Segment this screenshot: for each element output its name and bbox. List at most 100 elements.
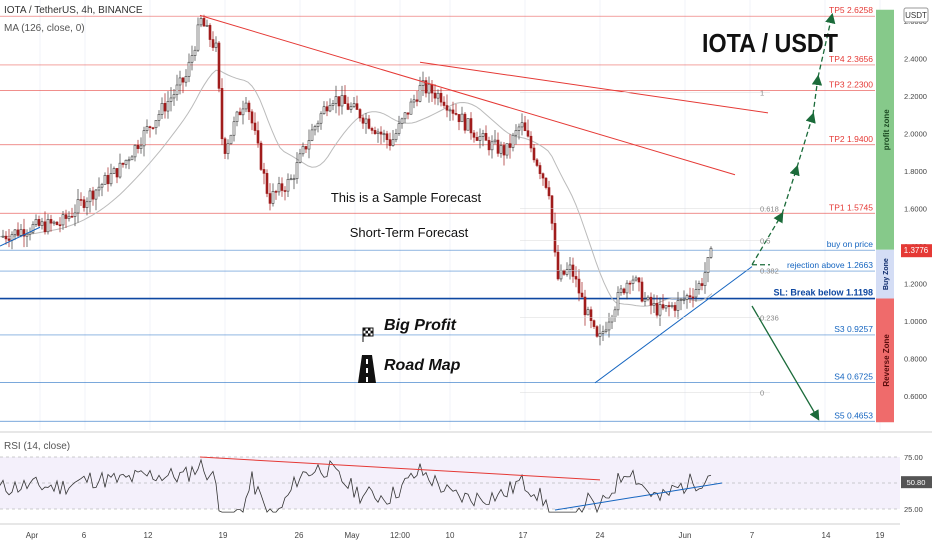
resistance-trendline — [199, 14, 736, 176]
candle-body — [589, 309, 593, 321]
candle-body — [175, 84, 179, 95]
candle-body — [148, 126, 152, 128]
price-axis[interactable]: 2.60002.40002.20002.00001.80001.60001.40… — [904, 17, 927, 401]
candle-body — [397, 123, 401, 134]
candle-body — [280, 183, 284, 191]
candle-body — [607, 321, 611, 331]
candle-body — [307, 140, 311, 150]
price-level-label: S5 0.4653 — [834, 410, 873, 420]
candle-body — [583, 296, 587, 316]
rsi-title: RSI (14, close) — [4, 441, 70, 452]
price-tick-label: 1.8000 — [904, 167, 927, 176]
candle-body — [142, 130, 146, 147]
candle-body — [268, 193, 272, 204]
candle-body — [232, 121, 236, 136]
candle-body — [556, 251, 560, 280]
time-tick-label: Apr — [26, 531, 39, 540]
reverse-zone-bar — [876, 298, 894, 423]
candle-body — [598, 333, 602, 337]
candle-body — [568, 264, 572, 270]
candle-body — [709, 247, 713, 258]
price-tick-label: 2.2000 — [904, 92, 927, 101]
candle-body — [424, 80, 428, 94]
candle-body — [382, 133, 386, 136]
candle-body — [187, 61, 191, 77]
candle-body — [202, 18, 206, 27]
candle-body — [157, 114, 161, 121]
candle-body — [292, 178, 296, 181]
candle-body — [592, 320, 596, 327]
candle-body — [4, 235, 8, 240]
candle-body — [145, 126, 149, 131]
current-price-label: 1.3776 — [904, 246, 929, 255]
candle-body — [490, 141, 494, 151]
candle-body — [550, 195, 554, 224]
candle-body — [601, 331, 605, 334]
price-level-label: S3 0.9257 — [834, 324, 873, 334]
candle-body — [76, 199, 80, 214]
candle-body — [412, 99, 416, 103]
candle-body — [25, 233, 29, 237]
candle-body — [226, 143, 230, 154]
candle-body — [55, 221, 59, 226]
candle-body — [442, 101, 446, 106]
candle-body — [565, 269, 569, 275]
candle-body — [559, 270, 563, 280]
candle-body — [451, 109, 455, 114]
candle-body — [214, 42, 218, 48]
candle-body — [493, 139, 497, 143]
rsi-current-badge — [901, 476, 932, 489]
candle-body — [625, 282, 629, 294]
rsi-current-label: 50.80 — [907, 478, 926, 487]
candle-body — [379, 131, 383, 135]
candle-body — [190, 55, 194, 63]
price-level-label: TP1 1.5745 — [829, 202, 873, 212]
candle-body — [460, 113, 464, 123]
candle-body — [289, 178, 293, 181]
candle-body — [85, 201, 89, 208]
candle-body — [691, 296, 695, 299]
candle-body — [82, 199, 86, 208]
price-tick-label: 2.4000 — [904, 55, 927, 64]
candle-body — [652, 302, 656, 306]
candle-body — [619, 288, 623, 293]
candle-body — [406, 112, 410, 115]
candle-body — [427, 83, 431, 94]
candle-body — [445, 105, 449, 111]
candle-body — [586, 309, 590, 316]
candle-body — [115, 168, 119, 178]
candle-body — [682, 299, 686, 301]
candle-body — [418, 85, 422, 102]
candle-body — [328, 105, 332, 112]
candle-body — [151, 127, 155, 129]
short-term-forecast-text: Short-Term Forecast — [350, 225, 469, 240]
candle-body — [124, 159, 128, 165]
candle-body — [310, 129, 314, 141]
candle-body — [355, 103, 359, 110]
candle-body — [301, 146, 305, 155]
forecast-arrow-down — [751, 305, 820, 421]
time-tick-label: 24 — [596, 531, 605, 540]
candle-body — [478, 135, 482, 141]
candle-body — [43, 221, 47, 233]
forecast-arrow-up — [811, 74, 823, 115]
candle-body — [700, 283, 704, 286]
time-axis[interactable]: Apr 6 12 19 26 May 12:00 10 17 24 Jun 7 14 19 — [26, 531, 885, 540]
candle-body — [349, 106, 353, 110]
candle-body — [673, 305, 677, 311]
candle-body — [259, 142, 263, 170]
candle-body — [529, 135, 533, 149]
candle-body — [16, 229, 20, 236]
candle-body — [286, 178, 290, 192]
candle-body — [172, 94, 176, 99]
zone-bars: profit zone Buy Zone Reverse Zone — [876, 9, 894, 423]
candle-body — [535, 159, 539, 166]
candle-body — [523, 122, 527, 132]
fib-label: 0.5 — [760, 236, 770, 245]
candle-body — [403, 112, 407, 120]
price-level-labels: TP5 2.6258 TP4 2.3656 TP3 2.2300 TP2 1.9400… — [773, 5, 873, 420]
candle-body — [643, 298, 647, 302]
candle-body — [271, 191, 275, 204]
